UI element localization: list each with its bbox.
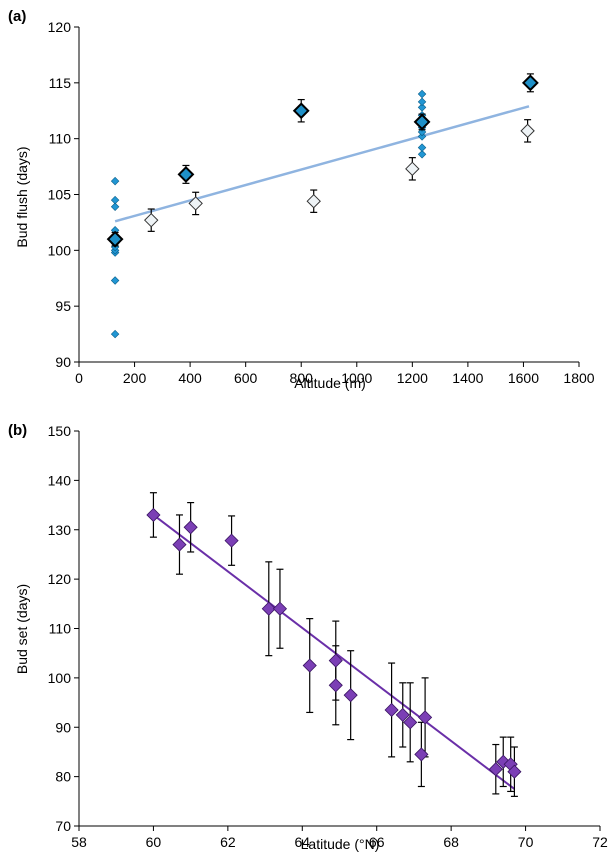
- individual-point: [110, 202, 120, 212]
- data-point: [343, 688, 358, 703]
- y-tick-label: 120: [48, 19, 72, 35]
- x-tick-label: 800: [290, 370, 314, 386]
- x-tick-label: 200: [123, 370, 147, 386]
- x-tick-label: 1600: [508, 370, 539, 386]
- x-tick-label: 0: [75, 370, 83, 386]
- panel-a-label: (a): [8, 8, 26, 25]
- mean-diamond-point: [521, 74, 539, 92]
- data-point: [328, 678, 343, 693]
- data-point: [384, 702, 399, 718]
- data-point: [507, 764, 522, 779]
- y-tick-label: 90: [55, 719, 71, 735]
- mean-diamond-point: [177, 165, 195, 183]
- y-tick-label: 100: [48, 670, 72, 686]
- data-point: [395, 707, 410, 722]
- x-tick-label: 60: [146, 834, 162, 850]
- mean-diamond-point: [106, 230, 124, 248]
- y-tick-label: 140: [48, 472, 72, 488]
- data-point: [488, 762, 503, 777]
- individual-point: [417, 150, 427, 159]
- x-tick-label: 68: [443, 834, 459, 850]
- y-tick-label: 90: [55, 354, 71, 370]
- x-tick-label: 66: [369, 834, 385, 850]
- individual-point: [417, 89, 427, 99]
- x-tick-label: 1400: [452, 370, 483, 386]
- x-tick-label: 72: [592, 834, 608, 850]
- individual-point: [417, 97, 427, 107]
- panel-b-y-axis-label: Bud set (days): [14, 584, 30, 674]
- y-tick-label: 95: [55, 298, 71, 314]
- x-tick-label: 1000: [341, 370, 372, 386]
- x-tick-label: 64: [294, 834, 310, 850]
- data-point: [403, 715, 418, 730]
- data-point: [224, 533, 239, 548]
- individual-point: [417, 103, 427, 112]
- individual-point: [417, 143, 427, 152]
- x-tick-label: 58: [71, 834, 87, 850]
- open-diamond-point: [520, 123, 535, 139]
- x-tick-label: 70: [518, 834, 534, 850]
- y-tick-label: 120: [48, 571, 72, 587]
- x-tick-label: 62: [220, 834, 236, 850]
- panel-a-x-axis-label: Altitude (m): [294, 375, 366, 391]
- y-tick-label: 70: [55, 818, 71, 834]
- panel-b-label: (b): [8, 422, 27, 439]
- data-point: [496, 754, 511, 769]
- data-point: [418, 710, 433, 725]
- individual-point: [110, 176, 120, 186]
- data-point: [261, 601, 276, 616]
- mean-diamond-point: [292, 102, 310, 120]
- data-point: [302, 658, 317, 673]
- mean-diamond-point: [413, 113, 431, 131]
- x-tick-label: 400: [178, 370, 202, 386]
- open-diamond-point: [405, 161, 420, 177]
- x-tick-label: 1200: [397, 370, 428, 386]
- data-point: [414, 747, 429, 762]
- open-diamond-point: [306, 193, 321, 209]
- data-point: [172, 537, 187, 552]
- data-point: [328, 653, 343, 668]
- y-tick-label: 105: [48, 187, 72, 203]
- y-tick-label: 110: [49, 621, 72, 637]
- panel-a: (a) Altitude (m) Bud flush (days) 90 95 10…: [8, 8, 595, 391]
- y-tick-label: 110: [49, 131, 72, 147]
- individual-point: [110, 329, 120, 339]
- open-diamond-point: [188, 196, 203, 211]
- y-tick-label: 150: [48, 423, 72, 439]
- y-tick-label: 80: [55, 769, 71, 785]
- data-point: [183, 520, 198, 535]
- trend-line: [114, 105, 530, 223]
- y-tick-label: 115: [49, 75, 72, 91]
- x-tick-label: 600: [234, 370, 258, 386]
- trend-line: [152, 514, 516, 790]
- panel-b-x-axis-label: Latitude (°N): [301, 836, 380, 852]
- y-tick-label: 130: [48, 522, 72, 538]
- open-diamond-point: [144, 212, 159, 228]
- individual-point: [110, 276, 120, 285]
- x-tick-label: 1800: [563, 370, 594, 386]
- individual-point: [110, 195, 120, 205]
- data-point: [146, 507, 161, 523]
- data-point: [272, 601, 288, 616]
- individual-point: [417, 132, 427, 141]
- panel-a-y-axis-label: Bud flush (days): [14, 146, 30, 247]
- panel-b: (b) Latitude (°N) Bud set (days) 70 80 90 1…: [8, 422, 608, 852]
- y-tick-label: 100: [48, 242, 72, 258]
